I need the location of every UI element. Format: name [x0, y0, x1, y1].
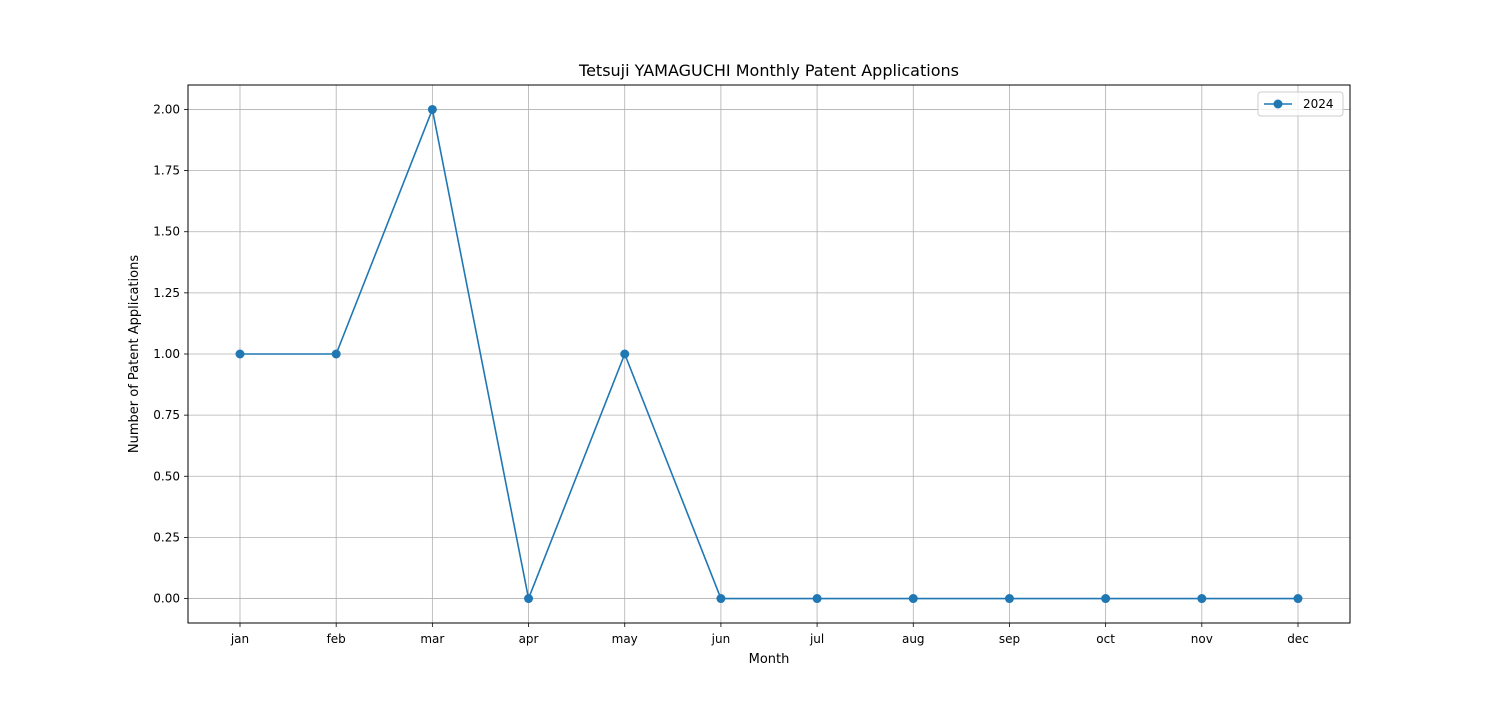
y-tick-label: 0.50 [153, 469, 180, 483]
y-tick-label: 1.50 [153, 225, 180, 239]
x-tick-label: aug [902, 632, 925, 646]
y-axis: 0.00 0.25 0.50 0.75 1.00 1.25 1.50 1.75 2.00 [153, 102, 188, 605]
legend-marker [1274, 100, 1283, 109]
y-tick-label: 1.75 [153, 164, 180, 178]
data-point [813, 594, 822, 603]
data-point [716, 594, 725, 603]
x-tick-label: dec [1287, 632, 1309, 646]
chart-title: Tetsuji YAMAGUCHI Monthly Patent Applica… [578, 61, 959, 80]
y-axis-label: Number of Patent Applications [127, 255, 142, 453]
data-point [1294, 594, 1303, 603]
x-axis-label: Month [749, 652, 790, 667]
data-point [620, 350, 629, 359]
x-tick-label: mar [420, 632, 444, 646]
data-point [332, 350, 341, 359]
x-tick-label: feb [327, 632, 346, 646]
data-point [428, 105, 437, 114]
data-point [909, 594, 918, 603]
y-tick-label: 0.75 [153, 408, 180, 422]
data-point [1101, 594, 1110, 603]
x-tick-label: jul [809, 632, 824, 646]
x-tick-label: jun [711, 632, 731, 646]
x-axis: jan feb mar apr may jun jul aug sep oct nov dec [230, 623, 1309, 646]
y-tick-label: 1.25 [153, 286, 180, 300]
x-tick-label: jan [230, 632, 249, 646]
data-point [524, 594, 533, 603]
y-tick-label: 2.00 [153, 102, 180, 116]
y-tick-label: 1.00 [153, 347, 180, 361]
legend: 2024 [1258, 92, 1343, 116]
grid [188, 85, 1350, 623]
data-point [1005, 594, 1014, 603]
y-tick-label: 0.25 [153, 530, 180, 544]
data-point [236, 350, 245, 359]
x-tick-label: nov [1191, 632, 1213, 646]
data-point [1197, 594, 1206, 603]
x-tick-label: sep [999, 632, 1020, 646]
x-tick-label: apr [519, 632, 539, 646]
legend-label: 2024 [1303, 97, 1334, 111]
x-tick-label: oct [1096, 632, 1115, 646]
x-tick-label: may [612, 632, 638, 646]
y-tick-label: 0.00 [153, 592, 180, 606]
